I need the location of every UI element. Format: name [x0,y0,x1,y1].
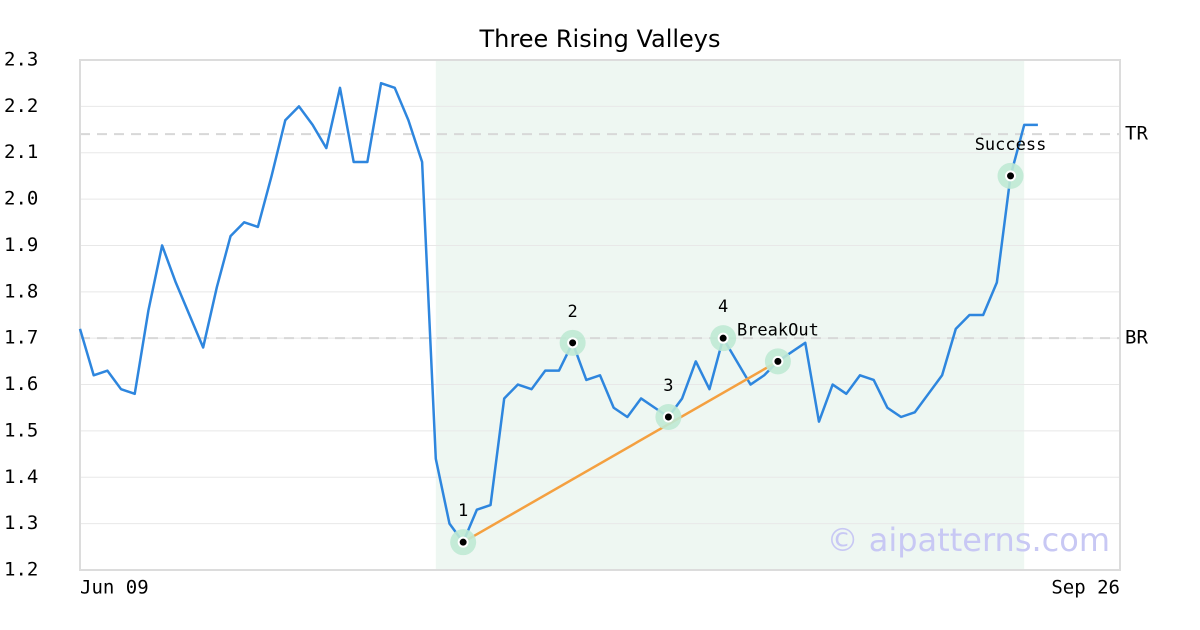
y-tick-label: 2.3 [4,49,38,71]
annotation-label: BreakOut [737,320,819,340]
annotation-label: 3 [663,376,673,396]
y-tick-label: 1.6 [4,373,38,395]
y-tick-label: 2.1 [4,141,38,163]
reference-label: TR [1125,123,1148,145]
reference-label: BR [1125,327,1148,349]
y-tick-label: 1.8 [4,280,38,302]
y-tick-label: 1.5 [4,419,38,441]
annotation-label: 1 [458,501,468,521]
y-tick-label: 1.7 [4,327,38,349]
y-tick-label: 1.2 [4,559,38,581]
trendline [462,360,779,544]
watermark: © aipatterns.com [827,521,1110,559]
y-tick-label: 2.0 [4,188,38,210]
annotation-dot [772,355,784,367]
price-line [78,81,1038,544]
y-tick-label: 1.4 [4,466,38,488]
chart-title: Three Rising Valleys [478,25,720,53]
annotation-label: 2 [568,302,578,322]
y-tick-label: 1.9 [4,234,38,256]
annotation-dot [1005,170,1017,182]
x-tick-label: Jun 09 [80,577,149,599]
annotation-label: 4 [718,297,728,317]
x-tick-label: Sep 26 [1051,577,1120,599]
y-tick-label: 2.2 [4,95,38,117]
annotation-label: Success [975,135,1047,155]
annotation-dot [717,332,729,344]
y-tick-label: 1.3 [4,512,38,534]
annotation-dot [567,337,579,349]
annotation-dot [457,536,469,548]
shaded-region [435,60,1025,570]
plot-border [79,59,1121,571]
annotation-dot [662,411,674,423]
